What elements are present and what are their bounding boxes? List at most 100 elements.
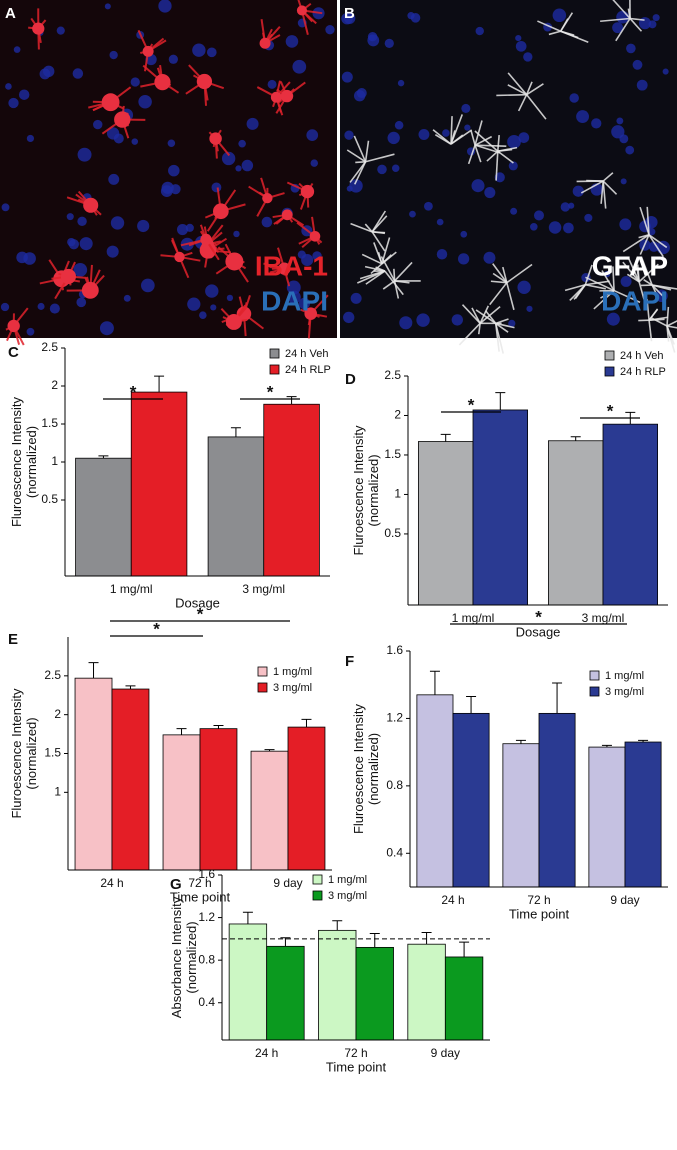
process (629, 17, 645, 21)
legend-label: 1 mg/ml (273, 666, 312, 678)
bar (444, 956, 484, 1041)
nucleus (1, 203, 10, 212)
process (627, 8, 631, 19)
process (612, 0, 631, 20)
nucleus (167, 139, 176, 148)
nucleus (563, 222, 574, 234)
nucleus (56, 26, 65, 35)
nucleus (26, 134, 35, 143)
y-tick-label: 0.4 (198, 995, 215, 1009)
process (622, 234, 650, 253)
y-tick-label: 1.2 (386, 711, 403, 725)
bar (266, 945, 305, 1041)
process (394, 261, 413, 282)
process (434, 134, 452, 145)
process (615, 18, 631, 42)
nucleus (616, 10, 629, 24)
bar (548, 440, 604, 606)
nucleus (18, 89, 30, 100)
significance-label: * (267, 382, 274, 401)
cell-body (81, 281, 99, 299)
y-axis-title-line: Fluroescence Intensity (351, 703, 366, 834)
significance-label: * (197, 604, 204, 623)
y-tick-label: 1.6 (386, 643, 403, 657)
error-bar (213, 725, 224, 729)
process (354, 161, 367, 185)
process (560, 30, 589, 44)
nucleus (238, 139, 246, 148)
process (584, 264, 593, 286)
nucleus (99, 321, 114, 336)
nucleus (110, 216, 125, 230)
y-axis-title: Absorbance Intensity(normalized) (169, 896, 199, 1018)
y-axis-title: Fluroescence Intensity(normalized) (9, 396, 39, 527)
bar (162, 734, 201, 871)
process (471, 307, 481, 324)
process (502, 266, 508, 283)
x-tick-label: 3 mg/ml (242, 582, 285, 596)
process (666, 325, 670, 342)
error-bar (421, 931, 432, 945)
nucleus (526, 305, 533, 312)
nucleus (221, 151, 236, 166)
process (580, 180, 604, 194)
x-tick-label: 1 mg/ml (110, 582, 153, 596)
cell-body (278, 262, 291, 275)
nucleus (572, 185, 584, 197)
process (506, 263, 533, 284)
cell-body (83, 197, 99, 213)
process (638, 263, 659, 283)
nucleus (620, 275, 632, 287)
error-bar (125, 685, 136, 690)
y-axis-title-line: Absorbance Intensity (169, 896, 184, 1018)
nucleus (377, 164, 387, 175)
nucleus (648, 20, 657, 29)
x-tick-label: 24 h (255, 1046, 278, 1060)
process (470, 130, 476, 146)
significance-label: * (535, 607, 542, 626)
process (474, 120, 483, 146)
x-axis-title: Dosage (175, 595, 220, 610)
nucleus (170, 184, 181, 195)
y-tick-label: 2 (54, 707, 61, 721)
y-tick-label: 1.5 (44, 746, 61, 760)
nucleus (325, 25, 335, 35)
process (484, 310, 497, 324)
cell-body (225, 313, 242, 330)
nucleus (158, 0, 172, 13)
process (370, 263, 383, 275)
process (497, 148, 513, 153)
legend-label: 24 h Veh (620, 350, 663, 362)
nucleus (187, 297, 201, 311)
nucleus (312, 251, 322, 261)
nucleus (66, 213, 74, 221)
legend-label: 3 mg/ml (273, 682, 312, 694)
process (525, 81, 533, 95)
nucleus (460, 230, 468, 238)
process (490, 280, 507, 284)
legend-swatch (269, 348, 280, 359)
process (495, 151, 499, 181)
nucleus (79, 237, 93, 251)
cell-body (270, 91, 282, 103)
nucleus (73, 263, 88, 277)
bar (287, 726, 326, 871)
cell-body (262, 192, 273, 204)
bar (250, 750, 289, 871)
process (494, 323, 500, 352)
process (626, 273, 640, 283)
nucleus (106, 245, 119, 258)
process (467, 144, 476, 165)
process (646, 206, 650, 235)
error-bar (88, 662, 99, 679)
nucleus (0, 302, 10, 312)
y-tick-label: 2 (51, 378, 58, 392)
y-tick-label: 2.5 (41, 340, 58, 354)
nucleus (397, 79, 405, 87)
nucleus (104, 3, 111, 10)
legend-swatch (604, 366, 615, 377)
process (495, 322, 509, 333)
process (350, 222, 373, 233)
process (651, 284, 672, 291)
panel-letter: C (8, 344, 19, 361)
